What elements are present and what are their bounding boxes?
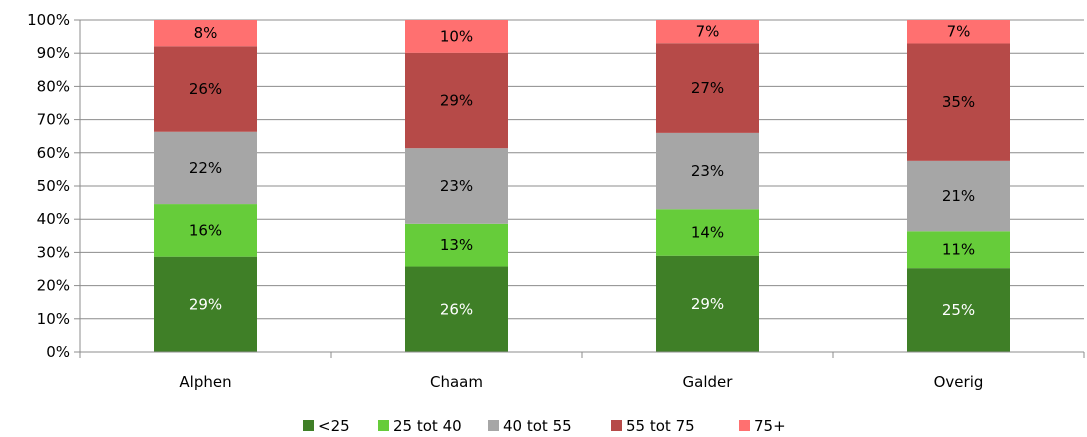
bar-segment — [907, 268, 1010, 352]
y-tick-label: 10% — [37, 310, 70, 328]
data-label: 23% — [691, 162, 724, 180]
y-tick-label: 80% — [37, 77, 70, 95]
data-label: 14% — [691, 223, 724, 241]
y-tick-label: 50% — [37, 177, 70, 195]
data-label: 35% — [942, 93, 975, 111]
legend-label: 55 tot 75 — [626, 417, 695, 435]
data-label: 29% — [189, 295, 222, 313]
data-label: 25% — [942, 301, 975, 319]
bar-segment — [405, 20, 508, 53]
data-label: 7% — [947, 23, 971, 41]
bar-segment — [907, 231, 1010, 269]
bar-segment — [656, 255, 759, 352]
bar-segment — [907, 43, 1010, 161]
bar-segment — [656, 209, 759, 256]
bar-segment — [405, 223, 508, 267]
legend-swatch — [303, 420, 314, 431]
legend-label: <25 — [318, 417, 350, 435]
bar-segment — [656, 132, 759, 210]
bar-segment — [154, 131, 257, 205]
legend-swatch — [378, 420, 389, 431]
x-tick-label: Chaam — [430, 373, 483, 391]
y-tick-label: 30% — [37, 243, 70, 261]
data-label: 8% — [194, 24, 218, 42]
data-label: 29% — [440, 92, 473, 110]
legend-label: 40 tot 55 — [503, 417, 572, 435]
x-tick-label: Alphen — [179, 373, 231, 391]
legend-swatch — [739, 420, 750, 431]
y-tick-label: 70% — [37, 111, 70, 129]
legend-swatch — [611, 420, 622, 431]
data-label: 13% — [440, 236, 473, 254]
bar-segment — [405, 266, 508, 352]
bar-segment — [154, 204, 257, 257]
legend-label: 25 tot 40 — [393, 417, 462, 435]
data-label: 23% — [440, 177, 473, 195]
data-label: 10% — [440, 27, 473, 45]
axes: 0% 10% 20% 30% 40% 50% 60% 70% 80% 90% 100% Alphen C… — [27, 11, 1085, 391]
data-label: 22% — [189, 159, 222, 177]
bar-segment — [405, 52, 508, 149]
bar-segment — [154, 46, 257, 132]
data-label: 27% — [691, 79, 724, 97]
data-label: 7% — [696, 23, 720, 41]
x-tick-label: Overig — [934, 373, 984, 391]
bar-segment — [907, 20, 1010, 44]
data-label: 11% — [942, 241, 975, 259]
legend-label: 75+ — [754, 417, 786, 435]
bars: 29% 16% 22% 26% 8% 26% 13% 23% 29% 10% 29% 14% 23% 27… — [154, 20, 1010, 352]
data-label: 26% — [189, 80, 222, 98]
data-label: 16% — [189, 221, 222, 239]
legend: <25 25 tot 40 40 tot 55 55 tot 75 75+ — [303, 417, 786, 435]
bar-segment — [656, 20, 759, 44]
y-tick-label: 100% — [27, 11, 70, 29]
bar-segment — [656, 43, 759, 133]
bar-segment — [405, 148, 508, 224]
bar-segment — [154, 256, 257, 352]
bar-segment — [907, 160, 1010, 232]
y-tick-label: 0% — [46, 343, 70, 361]
data-label: 26% — [440, 300, 473, 318]
y-tick-label: 20% — [37, 277, 70, 295]
legend-swatch — [488, 420, 499, 431]
bar-segment — [154, 20, 257, 47]
y-tick-label: 60% — [37, 144, 70, 162]
x-tick-label: Galder — [683, 373, 734, 391]
data-label: 29% — [691, 295, 724, 313]
y-tick-label: 90% — [37, 44, 70, 62]
data-label: 21% — [942, 187, 975, 205]
y-tick-label: 40% — [37, 210, 70, 228]
